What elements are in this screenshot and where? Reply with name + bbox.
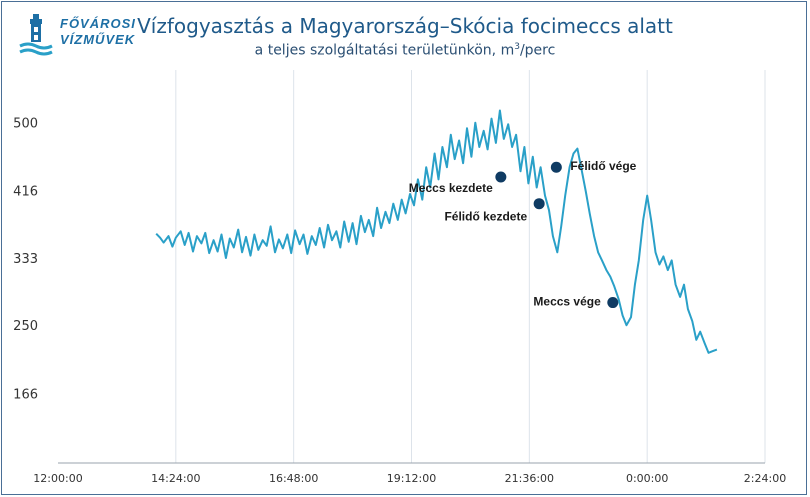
- subtitle-suffix: /perc: [519, 42, 556, 59]
- subtitle-prefix: a teljes szolgáltatási területünkön, m: [254, 42, 515, 59]
- chart-subtitle: a teljes szolgáltatási területünkön, m3/…: [0, 42, 810, 59]
- company-logo: FŐVÁROSI VÍZMŰVEK: [18, 12, 135, 64]
- y-tick-label: 333: [13, 252, 38, 267]
- annotation-marker: [495, 171, 507, 183]
- x-axis-ticks: 12:00:00 14:24:00 16:48:00 19:12:00 21:36:00…: [33, 472, 786, 485]
- x-tick-label: 2:24:00: [744, 472, 786, 485]
- annotations-group: Meccs kezdete Félidő kezdete Félidő vége Me…: [409, 159, 637, 308]
- x-tick-label: 16:48:00: [269, 472, 318, 485]
- annotation-label: Félidő kezdete: [444, 210, 527, 224]
- logo-line-2: VÍZMŰVEK: [60, 32, 136, 47]
- annotation-marker: [607, 297, 619, 309]
- series-line: [155, 109, 718, 354]
- x-tick-label: 21:36:00: [505, 472, 554, 485]
- grid-lines: [175, 70, 766, 463]
- annotation-label: Meccs kezdete: [409, 181, 493, 195]
- y-tick-label: 166: [13, 387, 38, 402]
- x-tick-label: 12:00:00: [33, 472, 82, 485]
- annotation-label: Félidő vége: [570, 159, 636, 173]
- y-tick-label: 500: [13, 117, 38, 132]
- logo-line-1: FŐVÁROSI: [60, 16, 136, 31]
- annotation-marker: [533, 198, 545, 210]
- water-tower-icon: [19, 14, 53, 56]
- x-tick-label: 19:12:00: [387, 472, 436, 485]
- y-tick-label: 416: [13, 185, 38, 200]
- x-tick-label: 0:00:00: [626, 472, 668, 485]
- annotation-marker: [550, 161, 562, 173]
- annotation-label: Meccs vége: [533, 295, 601, 309]
- series-group: [155, 109, 718, 354]
- chart-title: Vízfogyasztás a Magyarország–Skócia foci…: [137, 14, 673, 38]
- subtitle-sup: 3: [514, 42, 520, 52]
- y-tick-label: 250: [13, 319, 38, 334]
- x-tick-label: 14:24:00: [151, 472, 200, 485]
- y-axis-ticks: 500 416 333 250 166: [13, 117, 38, 403]
